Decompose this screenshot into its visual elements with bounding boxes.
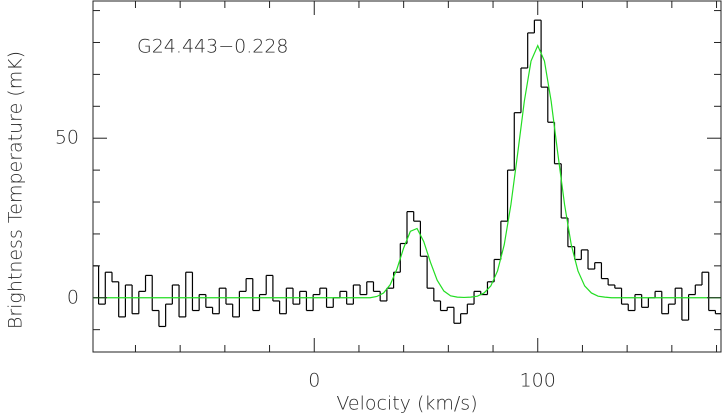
fit-curve: [93, 44, 721, 299]
plot-frame: [92, 0, 722, 353]
x-tick-label: 100: [520, 370, 556, 392]
source-annotation: G24.443−0.228: [137, 36, 289, 58]
y-tick-label: 50: [55, 127, 79, 149]
y-axis-label: Brightness Temperature (mK): [5, 51, 27, 329]
plot-area: [93, 19, 721, 328]
y-tick-label: 0: [67, 286, 79, 308]
x-axis-label: Velocity (km/s): [336, 393, 477, 415]
x-tick-label: 0: [308, 370, 320, 392]
